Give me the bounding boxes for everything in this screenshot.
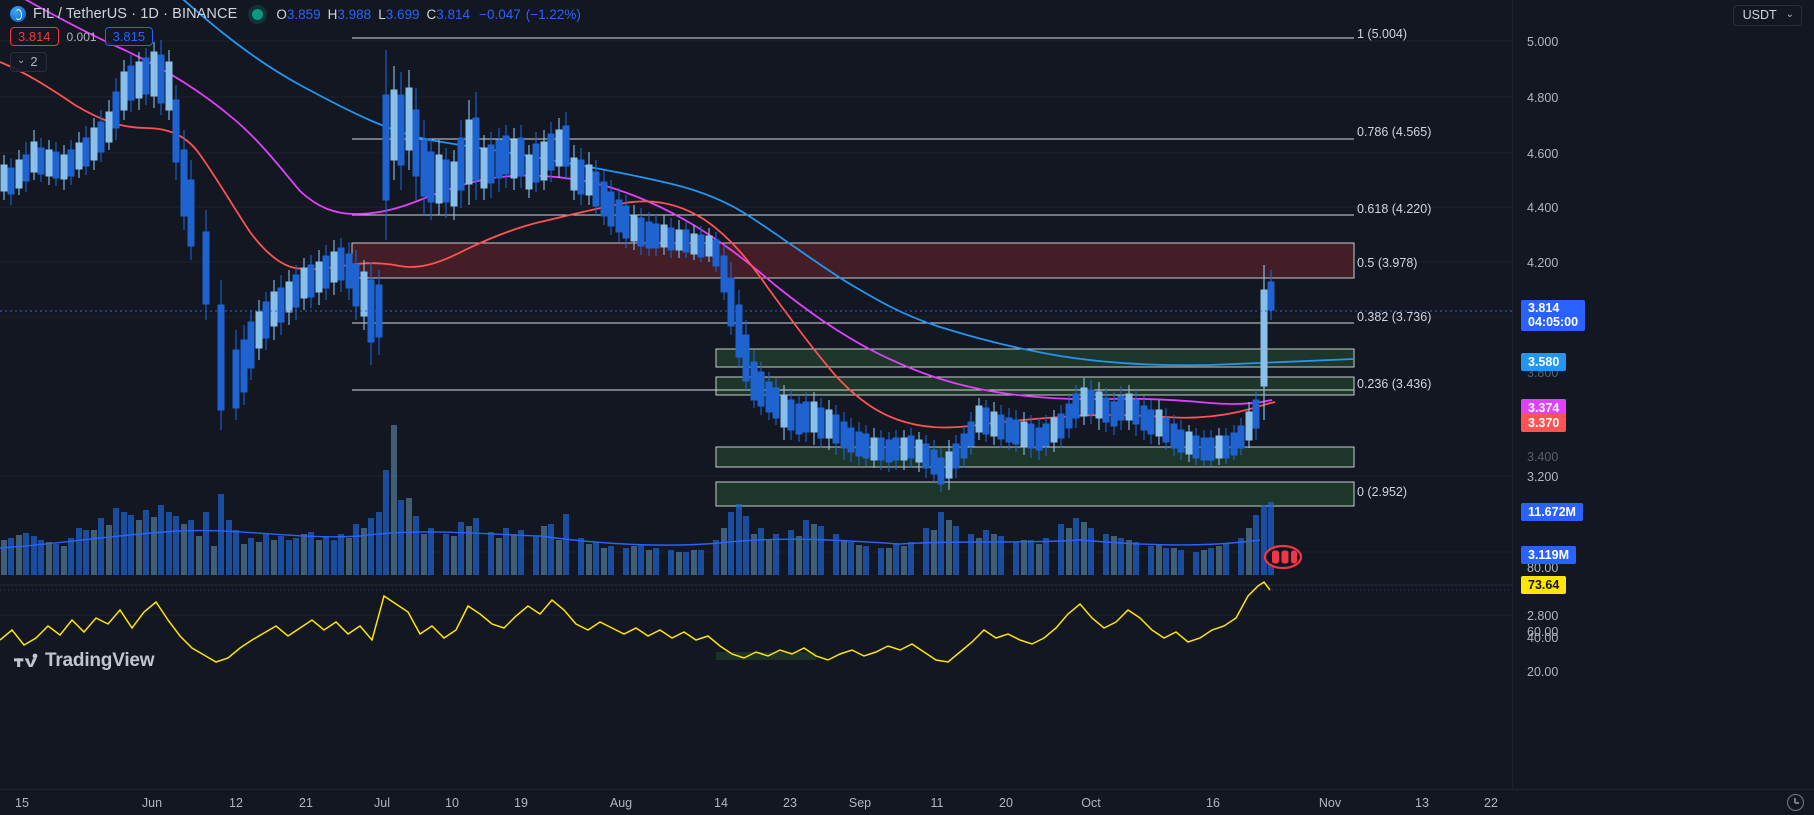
rsi-tick: 60.00 — [1527, 625, 1559, 639]
volume-ma-line — [0, 529, 1261, 549]
volume-tag[interactable]: 11.672M — [1521, 503, 1583, 521]
change-percent: (−1.22%) — [525, 6, 581, 22]
price-tick: 3.200 — [1527, 470, 1559, 484]
last-price-value: 3.814 — [1528, 301, 1560, 315]
indicator-group-toggle[interactable]: ⌄ 2 — [10, 52, 47, 72]
time-axis[interactable]: 15 Jun 12 21 Jul 10 19 Aug 14 23 Sep 11 … — [0, 789, 1814, 815]
price-tick: 3.400 — [1527, 450, 1559, 464]
ask-price-badge[interactable]: 3.815 — [104, 27, 154, 46]
price-tick: 4.600 — [1527, 147, 1559, 161]
ohlc-values: O 3.859 H 3.988 L 3.699 C 3.814 −0.047 (−1.2… — [276, 7, 581, 22]
last-price-tag[interactable]: 3.814 04:05:00 — [1521, 300, 1586, 331]
rsi-pane — [0, 580, 1512, 681]
ohlc-open-key: O — [276, 6, 287, 22]
volume-value: 11.672M — [1528, 505, 1576, 519]
time-tick: Sep — [848, 796, 872, 810]
clock-settings-icon[interactable] — [1787, 794, 1804, 811]
time-tick: Aug — [609, 796, 633, 810]
price-tick: 4.800 — [1527, 91, 1559, 105]
time-tick: 19 — [514, 796, 528, 810]
time-tick: 21 — [299, 796, 313, 810]
ohlc-high-value: 3.988 — [337, 6, 372, 22]
ema-long-tag[interactable]: 3.580 — [1521, 353, 1567, 371]
bearish-divergence-marker — [1263, 544, 1303, 570]
volume-ma-tag[interactable]: 3.119M — [1521, 546, 1577, 564]
price-tick: 2.800 — [1527, 609, 1559, 623]
ohlc-close-key: C — [426, 6, 437, 22]
currency-unit-selector[interactable]: USDT ⌄ — [1732, 5, 1802, 26]
ohlc-low-key: L — [378, 6, 386, 22]
ema-mid-tag[interactable]: 3.374 — [1521, 399, 1567, 417]
fib-label-0382: 0.382 (3.736) — [1357, 310, 1432, 324]
time-tick: 15 — [15, 796, 29, 810]
chart-canvas — [0, 0, 1512, 681]
watermark-text: TradingView — [45, 650, 155, 671]
tradingview-watermark: TradingView — [14, 650, 155, 672]
ema-slow-line — [182, 0, 1355, 367]
symbol-title[interactable]: FIL / TetherUS · 1D · BINANCE — [33, 6, 238, 22]
price-axis[interactable]: USDT ⌄ 5.000 4.800 4.600 4.400 4.200 4.0… — [1512, 0, 1814, 815]
volume-series — [0, 425, 1274, 575]
ema-mid-value: 3.374 — [1528, 401, 1560, 415]
fib-label-0618: 0.618 (4.220) — [1357, 202, 1432, 216]
time-tick: 20 — [999, 796, 1013, 810]
time-tick: 10 — [445, 796, 459, 810]
ema-short-tag[interactable]: 3.370 — [1521, 414, 1567, 432]
ohlc-high-key: H — [327, 6, 338, 22]
time-tick: 22 — [1484, 796, 1498, 810]
indicator-count: 2 — [30, 54, 38, 69]
fib-label-0: 0 (2.952) — [1357, 485, 1408, 499]
price-tick: 4.400 — [1527, 201, 1559, 215]
chevron-down-icon: ⌄ — [17, 55, 26, 66]
chart-plot-area[interactable] — [0, 0, 1512, 681]
rsi-line — [0, 580, 1271, 663]
price-tick: 4.200 — [1527, 256, 1559, 270]
rsi-value: 73.64 — [1528, 578, 1560, 592]
fib-label-0786: 0.786 (4.565) — [1357, 125, 1432, 139]
time-tick: Oct — [1081, 796, 1101, 810]
rsi-tick: 20.00 — [1527, 665, 1559, 679]
fib-label-1: 1 (5.004) — [1357, 27, 1408, 41]
volume-ma-value: 3.119M — [1528, 548, 1570, 562]
time-tick: 13 — [1415, 796, 1429, 810]
time-tick: 12 — [229, 796, 243, 810]
ema-long-value: 3.580 — [1528, 355, 1560, 369]
ohlc-close-value: 3.814 — [436, 6, 471, 22]
countdown-timer: 04:05:00 — [1528, 315, 1579, 329]
time-tick: 14 — [714, 796, 728, 810]
fib-retracement[interactable] — [351, 37, 1355, 507]
currency-unit-label: USDT — [1742, 8, 1777, 22]
ohlc-low-value: 3.699 — [385, 6, 420, 22]
time-tick: Jun — [141, 796, 163, 810]
market-open-dot-icon — [252, 8, 264, 20]
filecoin-logo-icon — [10, 6, 26, 22]
fib-label-05: 0.5 (3.978) — [1357, 256, 1418, 270]
quote-badges: 3.814 0.001 3.815 — [10, 27, 154, 46]
rsi-tick: 40.00 — [1527, 631, 1559, 645]
time-tick: 16 — [1206, 796, 1220, 810]
rsi-tag[interactable]: 73.64 — [1521, 576, 1567, 594]
tradingview-logo-icon — [14, 653, 38, 667]
time-tick: Nov — [1318, 796, 1342, 810]
bid-price-badge[interactable]: 3.814 — [10, 27, 59, 46]
change-absolute: −0.047 — [479, 6, 521, 22]
fib-label-0236: 0.236 (3.436) — [1357, 377, 1432, 391]
time-tick: 23 — [783, 796, 797, 810]
spread-value: 0.001 — [66, 29, 97, 44]
time-tick: Jul — [374, 796, 390, 810]
ohlc-open-value: 3.859 — [286, 6, 321, 22]
rsi-tick: 80.00 — [1527, 561, 1559, 575]
candlestick-series — [0, 40, 1275, 492]
ema-short-value: 3.370 — [1528, 416, 1560, 430]
time-tick: 11 — [930, 796, 944, 810]
price-tick: 5.000 — [1527, 35, 1559, 49]
chart-legend: FIL / TetherUS · 1D · BINANCE O 3.859 H 3.… — [10, 4, 581, 24]
chevron-down-icon: ⌄ — [1785, 8, 1794, 20]
